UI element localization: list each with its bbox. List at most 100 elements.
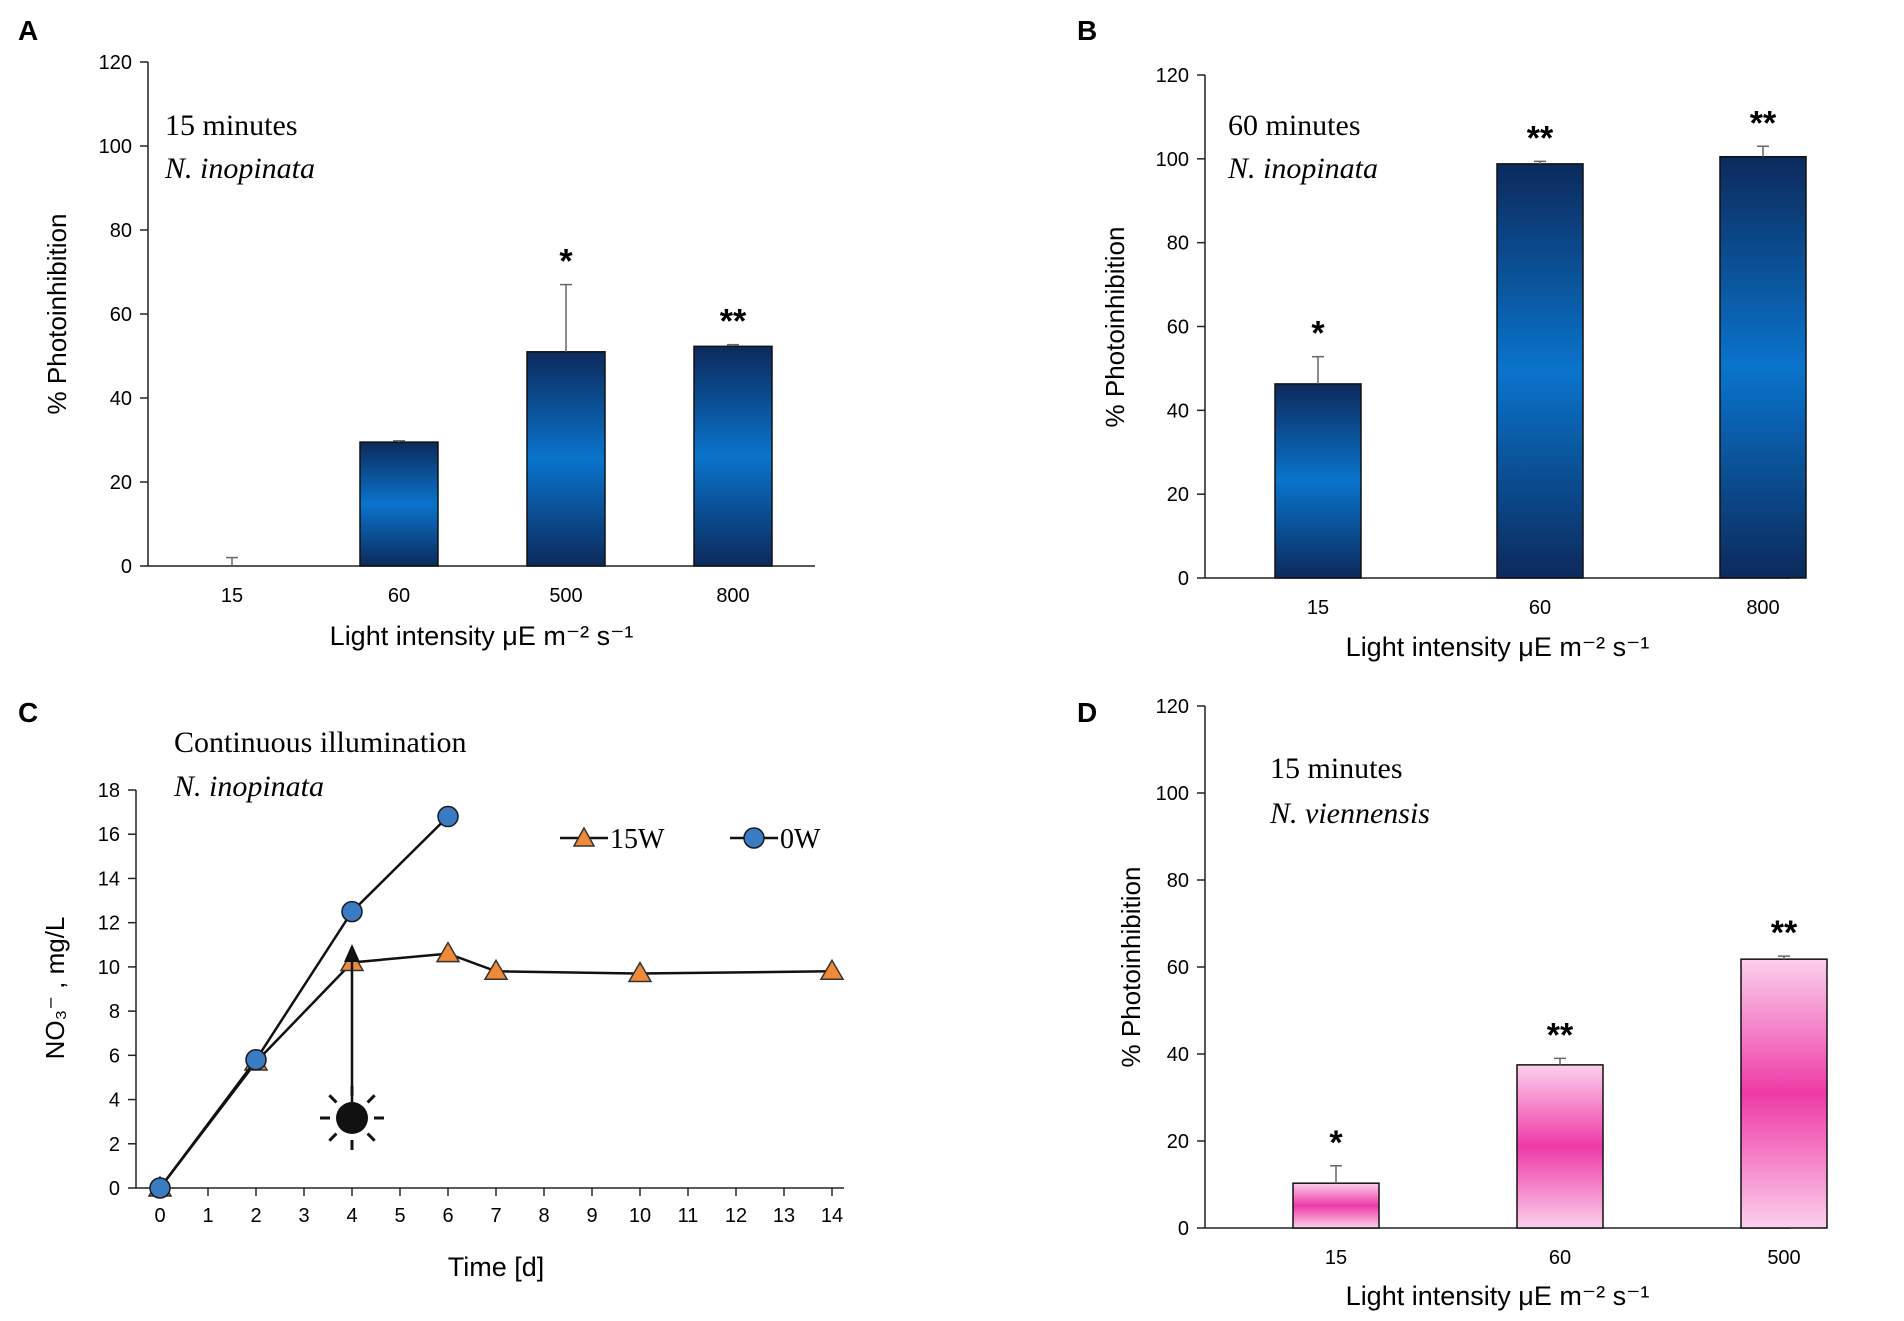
panel-label-D: D [1077, 697, 1097, 728]
data-point-15W [435, 941, 461, 963]
significance-label: * [559, 243, 573, 281]
bar [1719, 155, 1807, 579]
y-axis-label: NO₃⁻ , mg/L [40, 917, 70, 1060]
y-tick-label: 100 [1156, 783, 1189, 805]
chart-subtitle: N. inopinata [1227, 152, 1378, 185]
x-tick-label: 12 [725, 1205, 747, 1227]
y-tick-label: 0 [109, 1178, 120, 1200]
chart-subtitle: N. viennensis [1269, 797, 1430, 830]
x-tick-label: 4 [346, 1205, 357, 1227]
bar [693, 345, 773, 567]
x-tick-label: 3 [298, 1205, 309, 1227]
panel-d-chart: 0 20 40 60 80 100 120 * 15 ** 60 ** 500 15 minutes N. … [1116, 696, 1828, 1311]
significance-label: * [1329, 1124, 1343, 1162]
y-tick-label: 14 [98, 868, 120, 890]
y-tick-label: 0 [1178, 1218, 1189, 1240]
y-axis-label: % Photoinhibition [42, 214, 72, 415]
y-tick-label: 0 [1178, 568, 1189, 590]
x-tick-label: 60 [1529, 597, 1551, 619]
annotation-arrowhead [344, 944, 360, 962]
x-axis-label: Light intensity μE m⁻² s⁻¹ [330, 621, 634, 651]
x-tick-label: 8 [538, 1205, 549, 1227]
x-tick-label: 6 [442, 1205, 453, 1227]
y-tick-label: 40 [110, 388, 132, 410]
data-point-0W [149, 1177, 171, 1199]
sun-icon-ray [328, 1132, 338, 1142]
significance-label: * [1311, 315, 1325, 353]
y-tick-label: 60 [110, 304, 132, 326]
chart-subtitle: N. inopinata [164, 152, 315, 185]
x-tick-label: 500 [1767, 1247, 1800, 1269]
x-tick-label: 1 [202, 1205, 213, 1227]
x-tick-label: 0 [154, 1205, 165, 1227]
x-tick-label: 15 [221, 585, 243, 607]
x-axis-label: Time [d] [448, 1252, 545, 1282]
legend-label: 0W [780, 824, 821, 855]
x-tick-label: 15 [1307, 597, 1329, 619]
y-tick-label: 20 [1167, 484, 1189, 506]
x-tick-label: 15 [1325, 1247, 1347, 1269]
y-tick-label: 16 [98, 824, 120, 846]
x-tick-label: 10 [629, 1205, 651, 1227]
y-tick-label: 80 [1167, 233, 1189, 255]
y-tick-label: 10 [98, 957, 120, 979]
data-point-15W [627, 961, 653, 983]
significance-label: ** [1527, 119, 1554, 157]
data-point-0W [341, 900, 363, 923]
x-tick-label: 800 [716, 585, 749, 607]
bar [1274, 383, 1362, 579]
y-tick-label: 80 [110, 220, 132, 242]
y-tick-label: 20 [1167, 1131, 1189, 1153]
bar [1516, 1064, 1604, 1229]
x-tick-label: 9 [586, 1205, 597, 1227]
legend-label: 15W [610, 824, 665, 855]
y-tick-label: 100 [99, 136, 132, 158]
panel-label-B: B [1077, 15, 1097, 46]
y-tick-label: 80 [1167, 870, 1189, 892]
y-tick-label: 40 [1167, 1044, 1189, 1066]
y-tick-label: 8 [109, 1001, 120, 1023]
bar [526, 351, 606, 567]
x-tick-label: 11 [678, 1205, 699, 1227]
y-tick-label: 60 [1167, 957, 1189, 979]
x-tick-label: 5 [394, 1205, 405, 1227]
y-tick-label: 4 [109, 1090, 120, 1112]
x-tick-label: 2 [250, 1205, 261, 1227]
bar [1496, 163, 1584, 579]
significance-label: ** [720, 303, 747, 341]
y-tick-label: 120 [99, 52, 132, 74]
panel-a-chart: 0 20 40 60 80 100 120 15 60 * 500 ** 800 15 minutes N.… [42, 52, 815, 651]
series-line-0W [158, 815, 449, 1189]
chart-title: 60 minutes [1228, 109, 1361, 142]
y-tick-label: 18 [98, 780, 120, 802]
y-tick-label: 120 [1156, 65, 1189, 87]
chart-title: 15 minutes [1270, 752, 1403, 785]
panel-label-C: C [18, 697, 38, 728]
y-tick-label: 6 [109, 1045, 120, 1067]
data-point-0W [245, 1049, 267, 1071]
x-tick-label: 500 [549, 585, 582, 607]
panel-b-chart: 0 20 40 60 80 100 120 * 15 ** 60 ** 800 60 minutes N. … [1100, 65, 1807, 662]
legend-marker [572, 826, 596, 847]
y-tick-label: 60 [1167, 317, 1189, 339]
data-point-15W [819, 958, 845, 981]
sun-icon-ray [366, 1132, 376, 1142]
x-axis-label: Light intensity μE m⁻² s⁻¹ [1346, 632, 1650, 662]
x-tick-label: 7 [490, 1205, 501, 1227]
data-point-15W [483, 958, 509, 981]
sun-icon-core [336, 1102, 368, 1134]
x-tick-label: 800 [1746, 597, 1779, 619]
data-point-0W [437, 805, 459, 828]
significance-label: ** [1547, 1016, 1574, 1054]
y-axis-label: % Photoinhibition [1116, 867, 1146, 1068]
x-axis-label: Light intensity μE m⁻² s⁻¹ [1346, 1281, 1650, 1311]
x-tick-label: 60 [388, 585, 410, 607]
sun-icon [320, 1086, 384, 1150]
legend-marker [743, 827, 765, 849]
sun-icon-ray [328, 1094, 338, 1104]
y-axis-label: % Photoinhibition [1100, 227, 1130, 428]
chart-title: Continuous illumination [174, 726, 467, 759]
x-tick-label: 60 [1549, 1247, 1571, 1269]
bar [1740, 958, 1828, 1229]
